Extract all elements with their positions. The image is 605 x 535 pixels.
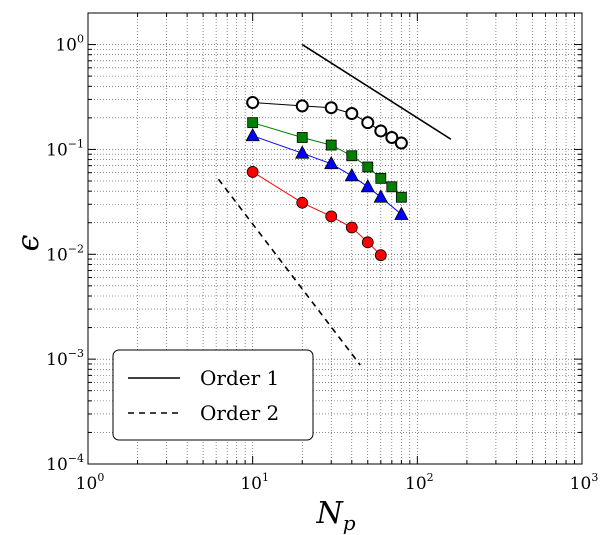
data-point: [386, 181, 398, 193]
x-tick-label: 102: [405, 471, 434, 494]
data-point: [345, 107, 359, 121]
data-point: [324, 155, 339, 170]
data-point: [324, 101, 338, 115]
y-tick-label-exponent: 0: [77, 33, 84, 46]
y-axis-label: ϵ: [11, 234, 46, 251]
data-point: [246, 96, 260, 110]
data-point: [325, 139, 337, 151]
x-axis-label-subscript: p: [343, 511, 356, 535]
y-tick-label: 10−2: [46, 242, 84, 265]
data-point: [394, 136, 408, 150]
data-point: [345, 221, 358, 234]
y-tick-label-exponent: −2: [68, 242, 84, 255]
data-point: [361, 116, 375, 130]
data-point: [375, 172, 387, 184]
reference-line-order-2: [217, 178, 361, 366]
data-point: [374, 124, 388, 138]
data-point: [360, 178, 375, 193]
data-point: [395, 191, 407, 203]
plot-frame: [87, 12, 583, 465]
x-tick-label: 103: [570, 471, 599, 494]
x-tick-label-exponent: 1: [262, 471, 269, 484]
x-tick-label-exponent: 0: [97, 471, 104, 484]
data-point: [296, 196, 309, 209]
data-point: [362, 161, 374, 173]
y-tick-label: 10−4: [46, 452, 84, 475]
data-point: [394, 206, 409, 220]
data-point: [385, 130, 399, 144]
x-tick-label: 101: [240, 471, 269, 494]
y-tick-label: 10−3: [46, 347, 84, 370]
x-tick-label-base: 10: [76, 474, 98, 494]
y-tick-label-base: 10: [46, 350, 68, 370]
reference-line-order-1: [301, 43, 452, 140]
x-axis-label: Np: [315, 496, 355, 535]
y-tick-label-base: 10: [46, 455, 68, 475]
data-point: [247, 117, 259, 129]
x-tick-label-base: 10: [570, 474, 592, 494]
data-point: [295, 145, 310, 159]
y-tick-label-base: 10: [55, 36, 77, 56]
data-series: [217, 43, 452, 366]
legend-box: [112, 349, 314, 441]
data-point: [296, 132, 308, 143]
y-tick-label-exponent: −3: [68, 347, 84, 360]
data-point: [245, 127, 260, 142]
x-tick-label-base: 10: [240, 474, 262, 494]
data-point: [246, 166, 259, 178]
y-tick-label-base: 10: [46, 140, 68, 160]
data-point: [295, 99, 309, 113]
y-tick-label: 10−1: [46, 137, 84, 160]
legend-label-order-2: Order 2: [200, 401, 279, 425]
y-tick-label-exponent: −1: [68, 137, 84, 150]
x-axis-label-main: N: [315, 496, 344, 531]
data-point: [346, 150, 358, 162]
y-tick-label: 100: [55, 33, 84, 56]
data-point: [344, 167, 359, 182]
legend-label-order-1: Order 1: [200, 366, 279, 390]
x-tick-label: 100: [76, 471, 105, 494]
legend: Order 1 Order 2: [112, 349, 314, 441]
x-tick-label-base: 10: [405, 474, 427, 494]
x-tick-label-exponent: 2: [427, 471, 434, 484]
data-point: [325, 210, 338, 223]
data-point: [373, 189, 388, 203]
x-axis-label-text: Np: [315, 496, 355, 535]
data-point: [361, 236, 374, 249]
x-tick-label-exponent: 3: [591, 471, 598, 484]
y-tick-label-exponent: −4: [68, 452, 84, 465]
data-point: [374, 249, 387, 262]
y-tick-label-base: 10: [46, 245, 68, 265]
series-line-3: [252, 171, 382, 256]
